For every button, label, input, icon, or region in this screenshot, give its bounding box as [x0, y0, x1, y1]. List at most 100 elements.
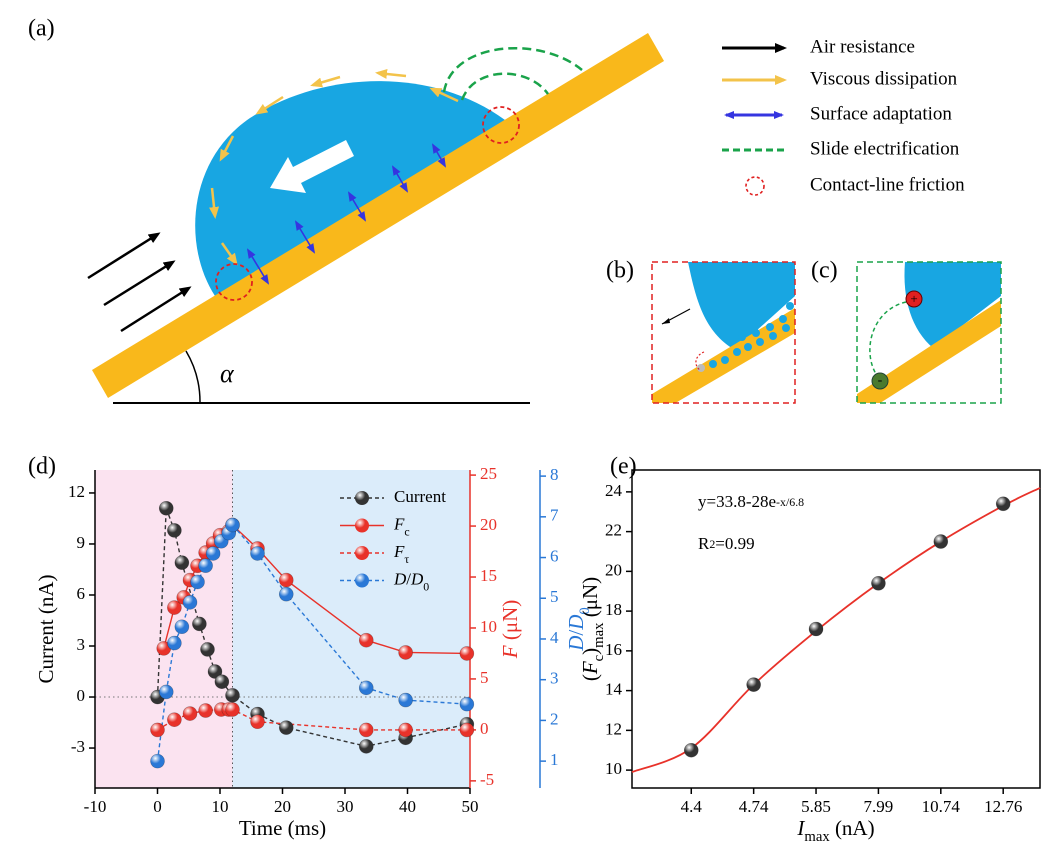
electrification-arc	[442, 46, 583, 93]
y-tick-label: -3	[71, 737, 85, 756]
data-point	[198, 703, 213, 718]
x-tick-label: 12.76	[984, 797, 1022, 816]
panel-label: (a)	[28, 16, 55, 42]
charge-path	[869, 301, 907, 375]
x-tick-label: 10	[212, 797, 229, 816]
x-tick-label: 7.99	[864, 797, 894, 816]
y-tick-label: 12	[68, 482, 85, 501]
axis-label: Imax (nA)	[796, 816, 874, 846]
negative-charge	[871, 372, 889, 390]
data-point	[207, 664, 223, 679]
data-point	[278, 572, 294, 588]
adaptation-arrow	[347, 191, 367, 222]
viscous-arrow	[219, 135, 235, 162]
data-point	[398, 645, 413, 660]
legend-label: D/D0	[393, 569, 429, 593]
axis-label: Current (nA)	[34, 574, 58, 683]
legend-marker	[355, 491, 369, 505]
legend-label: Contact-line friction	[810, 174, 965, 195]
y-tick-label: 3	[77, 635, 86, 654]
data-point	[174, 555, 190, 570]
y-tick-label: 20	[605, 560, 622, 579]
data-point	[250, 714, 265, 730]
viscous-arrow	[310, 75, 341, 88]
y-tick-label: 25	[480, 464, 497, 483]
data-point	[358, 632, 374, 648]
molecule	[782, 324, 790, 332]
wind-arrows	[87, 232, 192, 333]
adsorbed-molecule	[697, 364, 705, 372]
data-point	[150, 722, 165, 738]
y-tick-label: 14	[605, 680, 623, 699]
x-tick-label: 0	[153, 797, 162, 816]
inset-frame	[651, 261, 796, 404]
y-tick-label: 5	[480, 668, 489, 687]
molecule	[744, 343, 752, 351]
y-tick-label: -5	[480, 770, 494, 789]
axis-label: F (μN)	[498, 600, 522, 660]
plot-frame	[631, 469, 1041, 789]
viscous-arrow	[375, 68, 407, 79]
y-tick-label: 18	[605, 600, 622, 619]
y-tick-label: 0	[77, 686, 86, 705]
viscous-arrow	[220, 242, 238, 266]
data-point	[205, 546, 221, 561]
sliding-arrow	[270, 140, 354, 193]
panel-label: (c)	[811, 258, 838, 284]
data-point	[158, 684, 174, 700]
y-tick-label: 5	[550, 587, 559, 606]
data-point	[278, 720, 294, 735]
axis-label: (Fc)max (μN)	[578, 577, 608, 681]
data-point	[225, 688, 240, 703]
y-tick-label: 1	[550, 750, 559, 769]
legend-label: Surface adaptation	[810, 103, 952, 124]
inclined-surface	[92, 33, 664, 398]
motion-arrowhead	[662, 318, 670, 324]
droplet-edge	[688, 262, 795, 350]
panel-label: (b)	[606, 258, 634, 284]
friction-circle	[215, 263, 253, 301]
viscous-arrow	[429, 87, 459, 103]
legend-label: Fτ	[393, 542, 409, 566]
data-point	[167, 600, 182, 615]
inset-b	[652, 262, 795, 403]
data-point	[225, 702, 240, 717]
region	[95, 470, 233, 788]
x-tick-label: 20	[274, 797, 291, 816]
y-tick-label: 4	[550, 628, 559, 647]
adaptation-arrow	[294, 220, 316, 254]
adaptation-arrow	[246, 248, 270, 285]
data-point	[808, 621, 824, 637]
data-point	[200, 642, 215, 657]
y-tick-label: 24	[605, 481, 623, 500]
inset-frame	[856, 261, 1002, 404]
y-tick-label: 6	[77, 584, 86, 603]
charge-sign: +	[910, 291, 917, 306]
y-tick-label: 8	[550, 465, 559, 484]
molecule	[766, 323, 774, 331]
data-point	[198, 558, 213, 573]
positive-charge	[905, 290, 923, 308]
y-tick-label: 10	[605, 759, 622, 778]
y-tick-label: 12	[605, 719, 622, 738]
friction-circle	[482, 106, 520, 144]
data-point	[214, 674, 230, 690]
molecule	[786, 302, 794, 310]
legend-marker	[355, 573, 369, 588]
x-tick-label: 50	[462, 797, 479, 816]
axis-label: Time (ms)	[239, 816, 326, 840]
legend-label: Current	[394, 487, 446, 506]
viscous-arrows	[209, 68, 459, 266]
data-point	[933, 534, 949, 549]
wind-arrow	[103, 260, 176, 307]
data-point	[182, 595, 198, 610]
molecule	[709, 360, 717, 368]
data-point	[150, 753, 165, 769]
droplet	[195, 81, 505, 296]
data-point	[278, 586, 294, 602]
legend-marker	[355, 518, 369, 533]
legend-label: Fc	[393, 514, 410, 538]
fit-curve	[631, 487, 1041, 773]
